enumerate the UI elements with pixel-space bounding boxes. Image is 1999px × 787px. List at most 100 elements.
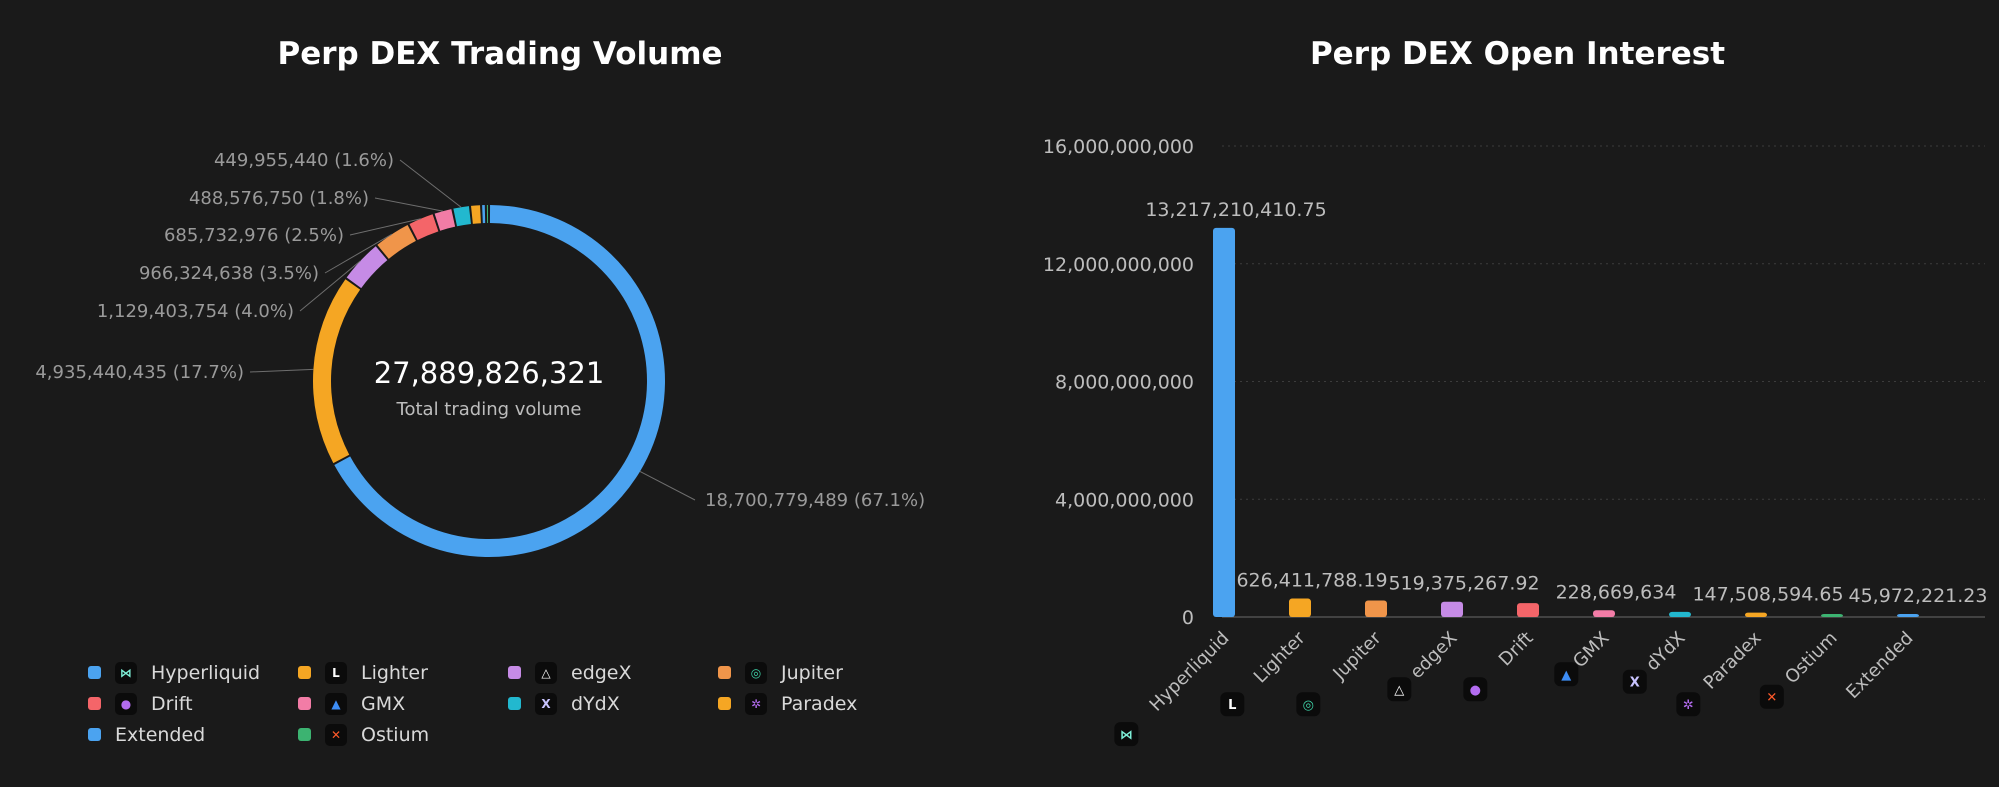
x-tick-label: Ostium — [1781, 628, 1841, 688]
bar-dydx[interactable] — [1669, 611, 1691, 617]
trading-volume-donut-chart: 18,700,779,489 (67.1%) 4,935,440,435 (17.… — [35, 150, 925, 558]
edgex-logo-icon: △ — [1387, 677, 1412, 702]
donut-slice-jupiter[interactable] — [377, 224, 416, 259]
bar-drift[interactable] — [1517, 603, 1539, 617]
legend-item-ostium[interactable]: ✕ Ostium — [298, 723, 508, 746]
leader-line-edgex — [299, 260, 361, 312]
legend-label: Lighter — [361, 661, 428, 684]
paradex-logo-icon: ✲ — [1676, 692, 1701, 717]
svg-text:⋈: ⋈ — [1120, 728, 1133, 743]
svg-text:▲: ▲ — [1561, 668, 1571, 683]
x-tick-label: Paradex — [1700, 627, 1766, 693]
edgex-logo-icon: △ — [535, 661, 557, 684]
donut-label-gmx: 488,576,750 (1.8%) — [189, 188, 369, 209]
svg-text:●: ● — [1470, 683, 1481, 698]
drift-logo-icon: ● — [115, 692, 137, 715]
ostium-logo-icon: ✕ — [325, 723, 347, 746]
total-volume-value: 27,889,826,321 — [374, 356, 605, 390]
bar-value-label-gmx: 228,669,634 — [1556, 581, 1677, 603]
jupiter-logo-icon: ◎ — [745, 661, 767, 684]
legend-label: edgeX — [571, 661, 632, 684]
y-tick-label: 12,000,000,000 — [1043, 254, 1194, 276]
donut-slice-paradex[interactable] — [471, 205, 481, 224]
legend-swatch — [88, 697, 101, 710]
dydx-logo-icon: X — [1622, 669, 1647, 694]
x-tick-label: Extended — [1842, 628, 1917, 703]
x-label-hyperliquid: Hyperliquid⋈ — [1114, 628, 1234, 747]
paradex-logo-icon: ✲ — [745, 692, 767, 715]
leader-line-jupiter — [324, 233, 393, 274]
y-tick-label: 16,000,000,000 — [1043, 136, 1194, 158]
legend-item-paradex[interactable]: ✲ Paradex — [718, 692, 928, 715]
bar-lighter[interactable] — [1289, 598, 1311, 617]
x-tick-label: dYdX — [1642, 628, 1690, 676]
svg-text:✲: ✲ — [1683, 698, 1694, 713]
svg-text:△: △ — [1394, 683, 1404, 698]
legend-label: Drift — [151, 692, 193, 715]
bar-value-label-extended: 45,972,221.23 — [1848, 585, 1987, 607]
bar-paradex[interactable] — [1745, 612, 1767, 617]
legend-item-gmx[interactable]: ▲ GMX — [298, 692, 508, 715]
legend-item-hyperliquid[interactable]: ⋈ Hyperliquid — [88, 661, 298, 684]
legend-swatch — [88, 728, 101, 741]
hyperliquid-logo-icon: ⋈ — [115, 661, 137, 684]
lighter-logo-icon: L — [1220, 692, 1245, 717]
open-interest-title: Perp DEX Open Interest — [1309, 36, 1726, 72]
bar-extended[interactable] — [1897, 614, 1919, 617]
legend-item-edgex[interactable]: △ edgeX — [508, 661, 718, 684]
donut-slice-edgex[interactable] — [346, 246, 388, 289]
trading-volume-title: Perp DEX Trading Volume — [277, 36, 723, 72]
x-label-ostium: Ostium ✕ — [1759, 628, 1842, 709]
bar-value-label-edgex: 519,375,267.92 — [1388, 573, 1539, 595]
leader-line-drift — [349, 218, 421, 236]
gmx-logo-icon: ▲ — [325, 692, 347, 715]
y-tick-label: 0 — [1182, 607, 1194, 629]
donut-slice-drift[interactable] — [409, 214, 439, 241]
legend-item-lighter[interactable]: L Lighter — [298, 661, 508, 684]
donut-label-drift: 685,732,976 (2.5%) — [164, 225, 344, 246]
bar-ostium[interactable] — [1821, 614, 1843, 617]
bar-value-label-lighter: 626,411,788.19 — [1236, 570, 1387, 592]
donut-slice-extended[interactable] — [482, 205, 486, 224]
legend-row: Extended ✕ Ostium — [88, 719, 938, 750]
x-label-gmx: GMX▲ — [1554, 628, 1614, 687]
donut-slice-lighter[interactable] — [312, 279, 361, 464]
legend-swatch — [718, 666, 731, 679]
legend-row: ⋈ Hyperliquid L Lighter △ edgeX ◎ Jupiter — [88, 657, 938, 688]
bar-hyperliquid[interactable] — [1213, 227, 1235, 617]
bar-value-label-paradex: 147,508,594.65 — [1692, 584, 1843, 606]
legend-swatch — [508, 697, 521, 710]
legend-label: GMX — [361, 692, 406, 715]
x-tick-label: Drift — [1495, 628, 1538, 671]
leader-line-lighter — [249, 368, 314, 373]
legend-label: dYdX — [571, 692, 620, 715]
bar-gmx[interactable] — [1593, 610, 1615, 617]
legend-label: Ostium — [361, 723, 430, 746]
x-label-extended: Extended — [1842, 628, 1917, 703]
bar-edgex[interactable] — [1441, 601, 1463, 617]
donut-slice-gmx[interactable] — [434, 209, 456, 231]
legend-swatch — [718, 697, 731, 710]
donut-slice-ostium[interactable] — [486, 205, 489, 224]
donut-slice-dydx[interactable] — [453, 206, 471, 227]
legend-label: Jupiter — [781, 661, 843, 684]
hyperliquid-logo-icon: ⋈ — [1114, 722, 1139, 747]
legend-item-jupiter[interactable]: ◎ Jupiter — [718, 661, 928, 684]
bar-jupiter[interactable] — [1365, 600, 1387, 617]
drift-logo-icon: ● — [1463, 677, 1488, 702]
legend-item-drift[interactable]: ● Drift — [88, 692, 298, 715]
svg-text:◎: ◎ — [1303, 698, 1314, 713]
legend-label: Paradex — [781, 692, 858, 715]
donut-label-hyperliquid: 18,700,779,489 (67.1%) — [705, 490, 925, 511]
x-label-edgex: edgeX△ — [1387, 628, 1462, 702]
donut-label-jupiter: 966,324,638 (3.5%) — [139, 263, 319, 284]
legend-item-extended[interactable]: Extended — [88, 724, 298, 746]
legend-swatch — [88, 666, 101, 679]
legend-swatch — [298, 666, 311, 679]
svg-text:L: L — [1228, 698, 1236, 713]
lighter-logo-icon: L — [325, 661, 347, 684]
svg-text:✕: ✕ — [1766, 691, 1777, 706]
